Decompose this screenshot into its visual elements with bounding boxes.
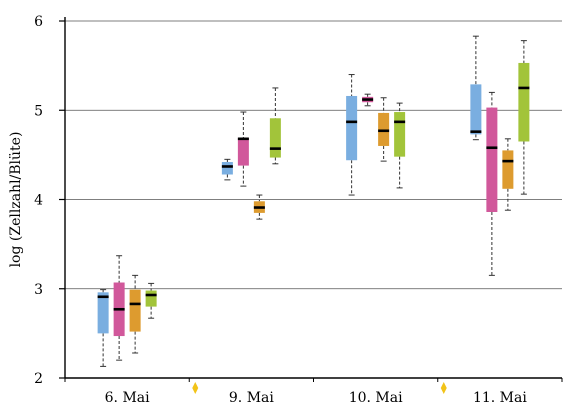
y-tick-label: 5 (34, 103, 43, 119)
box-body (502, 150, 514, 189)
x-tick-label: 9. Mai (229, 390, 274, 406)
box-body (97, 292, 109, 334)
y-tick-label: 3 (34, 282, 43, 298)
box-body (221, 162, 233, 175)
box (253, 194, 265, 220)
box (113, 255, 125, 361)
y-tick-label: 2 (34, 371, 43, 387)
box (237, 111, 249, 187)
box-body (346, 95, 358, 161)
box (346, 74, 358, 196)
x-tick-label: 10. Mai (349, 390, 403, 406)
box (486, 91, 498, 276)
gridlines (65, 20, 562, 290)
x-tick-label: 6. Mai (105, 390, 150, 406)
box-body (518, 62, 530, 142)
box (269, 87, 281, 165)
box-body (145, 290, 157, 307)
box-body (394, 112, 406, 157)
box (129, 274, 141, 354)
box-body (486, 107, 498, 212)
diamond-marker (440, 382, 447, 394)
box-body (378, 112, 390, 146)
box (362, 93, 374, 107)
y-tick-label: 6 (34, 14, 43, 30)
date-markers (192, 382, 447, 394)
box (145, 282, 157, 319)
box (518, 40, 530, 195)
box (97, 289, 109, 367)
box (221, 158, 233, 181)
y-axis-label: log (Zellzahl/Blüte) (8, 132, 24, 268)
y-tick-label: 4 (34, 193, 43, 209)
box-body (237, 137, 249, 166)
box (470, 35, 482, 141)
box (502, 138, 514, 211)
box-series (97, 35, 530, 367)
x-tick-label: 11. Mai (473, 390, 527, 406)
box-body (269, 118, 281, 158)
axes: 2 3 4 5 6 6. Mai 9. Mai 10. Mai 11. Mai (34, 14, 563, 406)
box (378, 97, 390, 162)
box (394, 102, 406, 189)
box-body (470, 84, 482, 135)
diamond-marker (192, 382, 199, 394)
box-body (129, 289, 141, 332)
